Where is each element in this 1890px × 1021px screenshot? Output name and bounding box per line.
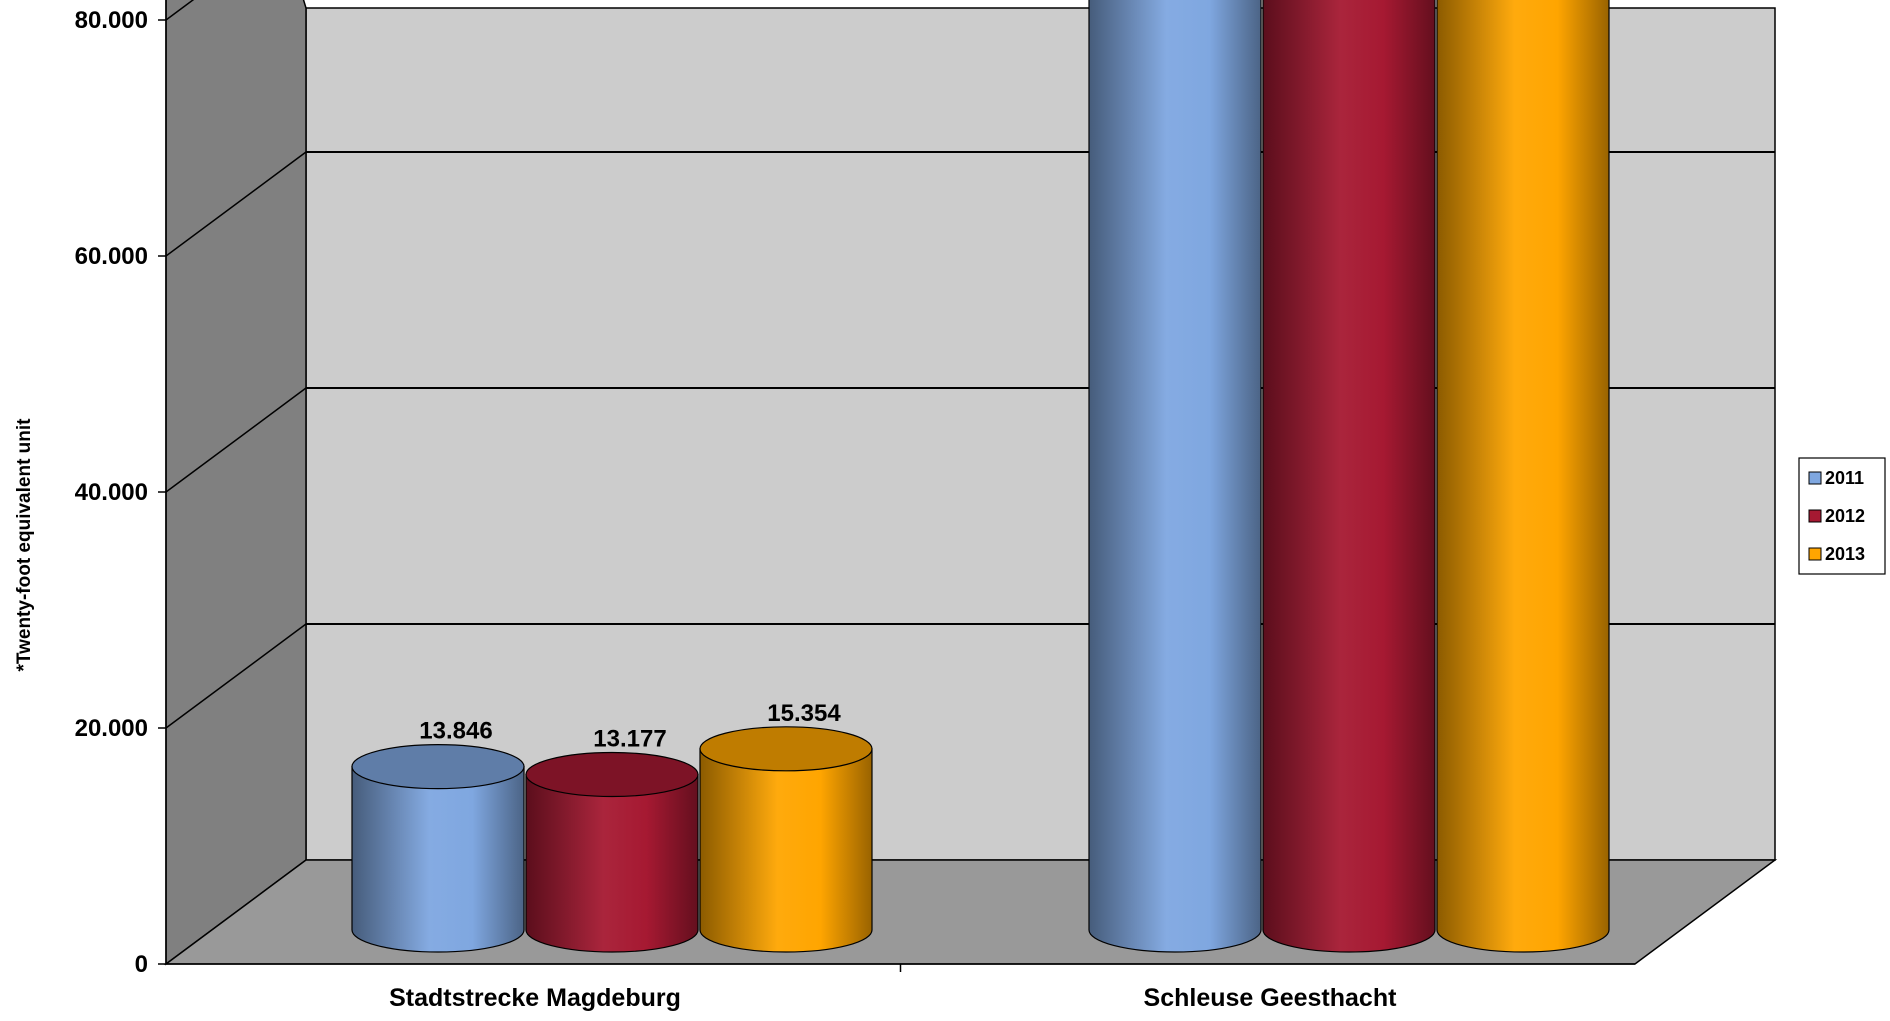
bar-top bbox=[351, 744, 525, 790]
data-label: 15.354 bbox=[767, 700, 841, 727]
bar[interactable] bbox=[525, 751, 699, 953]
y-tick-label: 40.000 bbox=[75, 479, 148, 506]
data-label: 13.177 bbox=[593, 726, 666, 753]
legend-entry: 2013 bbox=[1825, 544, 1865, 564]
gridline-depth bbox=[165, 387, 307, 493]
bar[interactable] bbox=[699, 726, 873, 953]
legend-swatch bbox=[1808, 471, 1822, 485]
legend-entry: 2012 bbox=[1825, 506, 1865, 526]
y-tick-label: 80.000 bbox=[75, 7, 148, 34]
y-tick-label: 60.000 bbox=[75, 243, 148, 270]
bar-top bbox=[699, 726, 873, 772]
data-label: 13.846 bbox=[419, 718, 492, 745]
bar-body bbox=[1088, 0, 1262, 953]
bar-top bbox=[525, 751, 699, 798]
bar-body bbox=[525, 773, 699, 953]
legend-swatch bbox=[1808, 547, 1822, 561]
bar[interactable] bbox=[351, 744, 525, 953]
bar-body bbox=[351, 766, 525, 953]
y-tick-label: 0 bbox=[135, 951, 148, 978]
bar[interactable] bbox=[1262, 0, 1436, 953]
bar-body bbox=[1262, 0, 1436, 953]
bar[interactable] bbox=[1436, 0, 1610, 953]
gridline-depth bbox=[165, 151, 307, 257]
gridline-depth bbox=[165, 623, 307, 729]
y-axis-title: *Twenty-foot equivalent unit bbox=[14, 418, 35, 672]
y-tick-label: 20.000 bbox=[75, 715, 148, 742]
side-wall bbox=[165, 0, 307, 966]
legend-entry: 2011 bbox=[1825, 468, 1864, 488]
bar[interactable] bbox=[1088, 0, 1262, 953]
x-category-label: Schleuse Geesthacht bbox=[1144, 984, 1398, 1012]
bar-body bbox=[699, 748, 873, 953]
x-category-label: Stadtstrecke Magdeburg bbox=[389, 984, 681, 1012]
legend-swatch bbox=[1808, 509, 1822, 523]
bar-body bbox=[1436, 0, 1610, 953]
gridline-depth bbox=[165, 0, 195, 21]
